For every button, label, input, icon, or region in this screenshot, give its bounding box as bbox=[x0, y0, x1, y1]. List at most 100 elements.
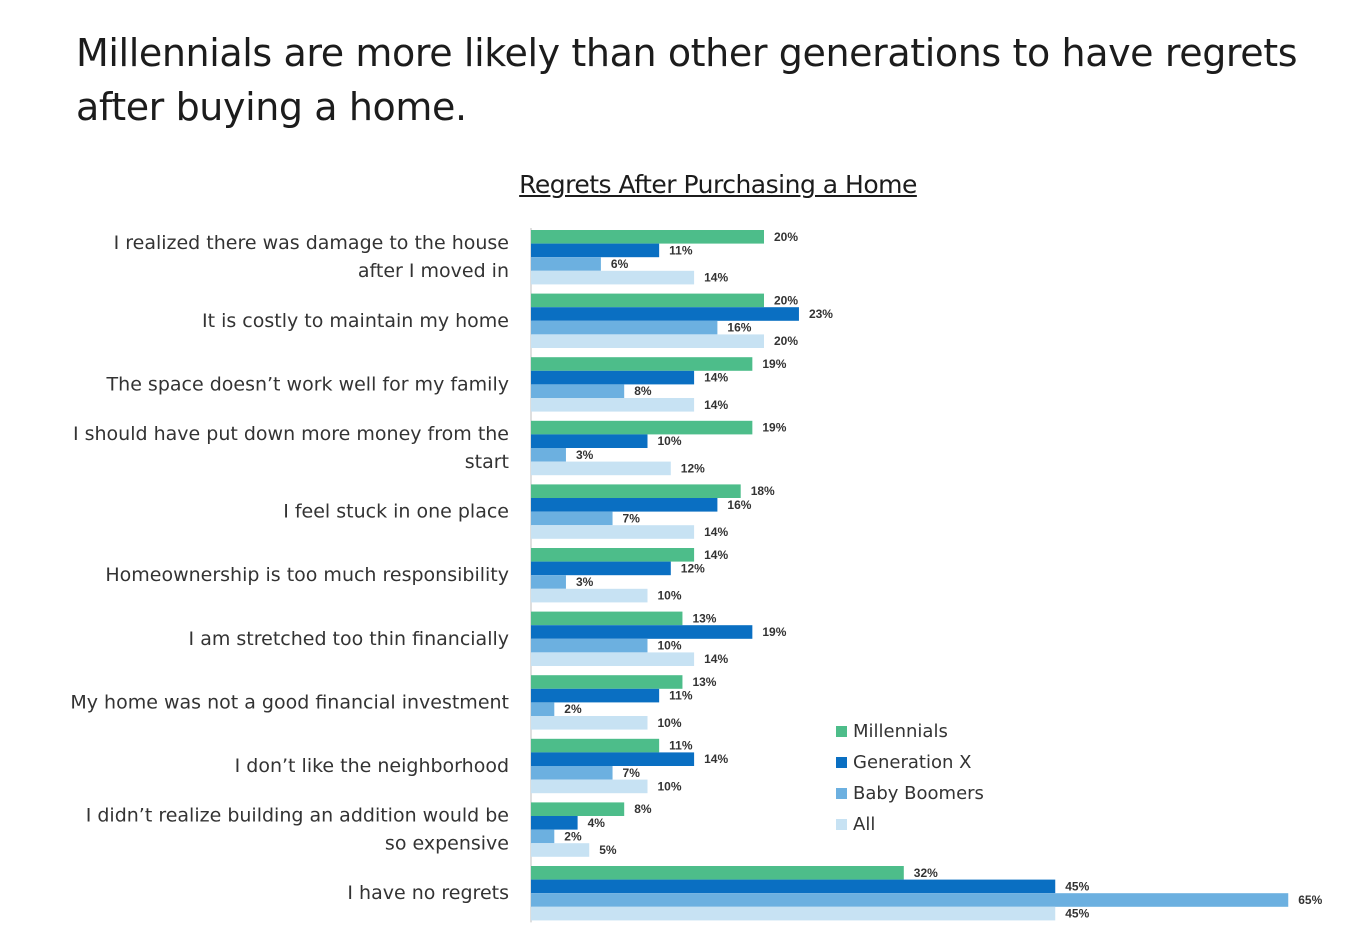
category-label-i-have-no-regrets: I have no regrets bbox=[347, 882, 509, 904]
bar-baby-boomers-my-home-was-not-a-good-financial-investm bbox=[531, 702, 555, 716]
bar-baby-boomers-i-am-stretched-too-thin-financially bbox=[531, 638, 648, 653]
bar-all-i-don-t-like-the-neighborhood bbox=[531, 779, 648, 794]
data-label-all-i-realized-there-was-damage-to-the-house: 14% bbox=[704, 271, 728, 285]
legend-label-millennials: Millennials bbox=[853, 721, 948, 742]
bar-millennials-i-should-have-put-down-more-money-from-t bbox=[531, 420, 753, 435]
data-label-millennials-i-am-stretched-too-thin-financially: 13% bbox=[692, 611, 716, 625]
bar-baby-boomers-i-didn-t-realize-building-an-addition-wo bbox=[531, 829, 555, 844]
data-label-all-it-is-costly-to-maintain-my-home: 20% bbox=[774, 334, 798, 348]
bar-baby-boomers-homeownership-is-too-much-responsibility bbox=[531, 575, 566, 589]
data-label-millennials-i-don-t-like-the-neighborhood: 11% bbox=[669, 739, 693, 753]
bar-baby-boomers-i-don-t-like-the-neighborhood bbox=[531, 766, 613, 780]
data-label-baby-boomers-i-didn-t-realize-building-an-addition-wo: 2% bbox=[564, 829, 582, 843]
bar-all-i-didn-t-realize-building-an-addition-wo bbox=[531, 843, 590, 857]
bar-all-i-have-no-regrets bbox=[531, 906, 1056, 921]
data-label-generation-x-i-have-no-regrets: 45% bbox=[1065, 879, 1089, 893]
bar-all-i-should-have-put-down-more-money-from-t bbox=[531, 461, 671, 476]
bar-generation-x-i-should-have-put-down-more-money-from-t bbox=[531, 434, 648, 448]
bar-generation-x-i-feel-stuck-in-one-place bbox=[531, 498, 718, 512]
category-label-i-realized-there-was-damage-to-the-house-line2: after I moved in bbox=[358, 260, 509, 282]
bar-millennials-my-home-was-not-a-good-financial-investm bbox=[531, 675, 683, 689]
bar-baby-boomers-i-should-have-put-down-more-money-from-t bbox=[531, 448, 566, 462]
data-label-baby-boomers-i-have-no-regrets: 65% bbox=[1298, 893, 1322, 907]
bar-millennials-i-have-no-regrets bbox=[531, 866, 904, 880]
bar-all-my-home-was-not-a-good-financial-investm bbox=[531, 716, 648, 730]
legend-label-baby-boomers: Baby Boomers bbox=[853, 783, 984, 804]
data-label-baby-boomers-it-is-costly-to-maintain-my-home: 16% bbox=[727, 321, 751, 335]
legend-label-all: All bbox=[853, 814, 876, 835]
data-label-generation-x-i-am-stretched-too-thin-financially: 19% bbox=[762, 625, 786, 639]
legend-swatch-generation-x bbox=[836, 757, 847, 768]
category-label-it-is-costly-to-maintain-my-home: It is costly to maintain my home bbox=[202, 310, 509, 332]
bar-generation-x-i-have-no-regrets bbox=[531, 879, 1056, 894]
data-label-all-homeownership-is-too-much-responsibility: 10% bbox=[658, 589, 682, 603]
legend-swatch-all bbox=[836, 819, 847, 830]
data-label-baby-boomers-homeownership-is-too-much-responsibility: 3% bbox=[576, 575, 594, 589]
data-label-millennials-i-feel-stuck-in-one-place: 18% bbox=[751, 484, 775, 498]
data-label-baby-boomers-my-home-was-not-a-good-financial-investm: 2% bbox=[564, 702, 582, 716]
category-label-i-didn-t-realize-building-an-addition-wo-line2: so expensive bbox=[385, 833, 509, 855]
data-label-all-i-feel-stuck-in-one-place: 14% bbox=[704, 525, 728, 539]
data-label-all-i-have-no-regrets: 45% bbox=[1065, 907, 1089, 921]
bar-millennials-i-realized-there-was-damage-to-the-house bbox=[531, 230, 764, 244]
bar-all-it-is-costly-to-maintain-my-home bbox=[531, 334, 764, 348]
category-label-homeownership-is-too-much-responsibility: Homeownership is too much responsibility bbox=[105, 564, 509, 586]
bar-generation-x-homeownership-is-too-much-responsibility bbox=[531, 561, 671, 576]
bar-millennials-i-am-stretched-too-thin-financially bbox=[531, 611, 683, 626]
data-label-generation-x-my-home-was-not-a-good-financial-investm: 11% bbox=[669, 689, 693, 703]
bar-millennials-the-space-doesn-t-work-well-for-my-famil bbox=[531, 357, 753, 371]
data-label-baby-boomers-i-realized-there-was-damage-to-the-house: 6% bbox=[611, 257, 629, 271]
legend-swatch-millennials bbox=[836, 726, 847, 737]
data-label-all-i-am-stretched-too-thin-financially: 14% bbox=[704, 652, 728, 666]
data-label-millennials-i-have-no-regrets: 32% bbox=[914, 866, 938, 880]
data-label-all-i-didn-t-realize-building-an-addition-wo: 5% bbox=[599, 843, 617, 857]
legend: Millennials Generation X Baby Boomers Al… bbox=[836, 716, 984, 840]
bar-generation-x-the-space-doesn-t-work-well-for-my-famil bbox=[531, 370, 695, 385]
category-label-i-should-have-put-down-more-money-from-t-line1: I should have put down more money from t… bbox=[73, 423, 509, 445]
bar-millennials-i-don-t-like-the-neighborhood bbox=[531, 738, 660, 753]
category-label-the-space-doesn-t-work-well-for-my-famil: The space doesn’t work well for my famil… bbox=[106, 373, 509, 395]
bar-all-homeownership-is-too-much-responsibility bbox=[531, 588, 648, 603]
data-label-baby-boomers-i-should-have-put-down-more-money-from-t: 3% bbox=[576, 448, 594, 462]
data-label-millennials-i-didn-t-realize-building-an-addition-wo: 8% bbox=[634, 802, 652, 816]
data-label-millennials-it-is-costly-to-maintain-my-home: 20% bbox=[774, 293, 798, 307]
data-label-generation-x-it-is-costly-to-maintain-my-home: 23% bbox=[809, 307, 833, 321]
bar-all-i-am-stretched-too-thin-financially bbox=[531, 652, 695, 666]
headline: Millennials are more likely than other g… bbox=[76, 31, 1298, 129]
chart-title: Regrets After Purchasing a Home bbox=[519, 170, 917, 199]
data-label-all-i-don-t-like-the-neighborhood: 10% bbox=[658, 779, 682, 793]
data-label-all-my-home-was-not-a-good-financial-investm: 10% bbox=[658, 716, 682, 730]
category-label-i-feel-stuck-in-one-place: I feel stuck in one place bbox=[283, 501, 509, 523]
data-label-generation-x-i-should-have-put-down-more-money-from-t: 10% bbox=[658, 434, 682, 448]
data-label-millennials-homeownership-is-too-much-responsibility: 14% bbox=[704, 548, 728, 562]
bar-generation-x-i-don-t-like-the-neighborhood bbox=[531, 752, 695, 766]
bar-generation-x-i-am-stretched-too-thin-financially bbox=[531, 625, 753, 639]
bar-baby-boomers-the-space-doesn-t-work-well-for-my-famil bbox=[531, 384, 625, 398]
bar-baby-boomers-i-feel-stuck-in-one-place bbox=[531, 511, 613, 526]
data-label-all-i-should-have-put-down-more-money-from-t: 12% bbox=[681, 461, 705, 475]
legend-item-baby-boomers: Baby Boomers bbox=[836, 778, 984, 809]
bar-millennials-homeownership-is-too-much-responsibility bbox=[531, 548, 695, 562]
category-label-i-should-have-put-down-more-money-from-t-line2: start bbox=[465, 451, 509, 473]
data-label-generation-x-i-feel-stuck-in-one-place: 16% bbox=[727, 498, 751, 512]
bar-all-i-feel-stuck-in-one-place bbox=[531, 525, 695, 539]
data-label-millennials-i-realized-there-was-damage-to-the-house: 20% bbox=[774, 230, 798, 244]
legend-item-generation-x: Generation X bbox=[836, 747, 984, 778]
bar-baby-boomers-it-is-costly-to-maintain-my-home bbox=[531, 320, 718, 335]
bar-millennials-it-is-costly-to-maintain-my-home bbox=[531, 293, 764, 308]
bar-all-i-realized-there-was-damage-to-the-house bbox=[531, 270, 695, 285]
category-label-my-home-was-not-a-good-financial-investm: My home was not a good financial investm… bbox=[70, 691, 509, 713]
data-label-millennials-my-home-was-not-a-good-financial-investm: 13% bbox=[692, 675, 716, 689]
bar-millennials-i-feel-stuck-in-one-place bbox=[531, 484, 741, 498]
bar-generation-x-my-home-was-not-a-good-financial-investm bbox=[531, 688, 660, 703]
data-label-generation-x-the-space-doesn-t-work-well-for-my-famil: 14% bbox=[704, 371, 728, 385]
category-label-i-am-stretched-too-thin-financially: I am stretched too thin financially bbox=[189, 628, 509, 650]
bar-generation-x-i-didn-t-realize-building-an-addition-wo bbox=[531, 816, 578, 830]
category-label-i-realized-there-was-damage-to-the-house-line1: I realized there was damage to the house bbox=[114, 232, 509, 254]
data-label-generation-x-i-didn-t-realize-building-an-addition-wo: 4% bbox=[588, 816, 606, 830]
legend-item-all: All bbox=[836, 809, 984, 840]
bar-generation-x-it-is-costly-to-maintain-my-home bbox=[531, 307, 799, 321]
category-label-i-don-t-like-the-neighborhood: I don’t like the neighborhood bbox=[235, 755, 509, 777]
bar-baby-boomers-i-realized-there-was-damage-to-the-house bbox=[531, 257, 601, 271]
